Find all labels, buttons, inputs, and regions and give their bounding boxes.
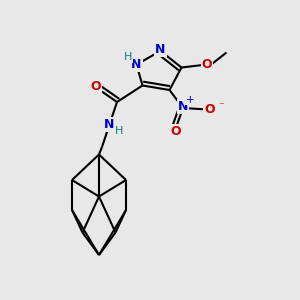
Text: O: O [91, 80, 101, 94]
Text: O: O [170, 125, 181, 139]
Text: N: N [178, 100, 188, 113]
Text: +: + [186, 94, 195, 105]
Text: N: N [131, 58, 142, 71]
Text: H: H [115, 126, 123, 136]
Text: ⁻: ⁻ [218, 101, 224, 111]
Text: O: O [202, 58, 212, 71]
Text: O: O [204, 103, 215, 116]
Text: N: N [155, 43, 166, 56]
Text: H: H [124, 52, 132, 62]
Text: N: N [104, 118, 114, 131]
